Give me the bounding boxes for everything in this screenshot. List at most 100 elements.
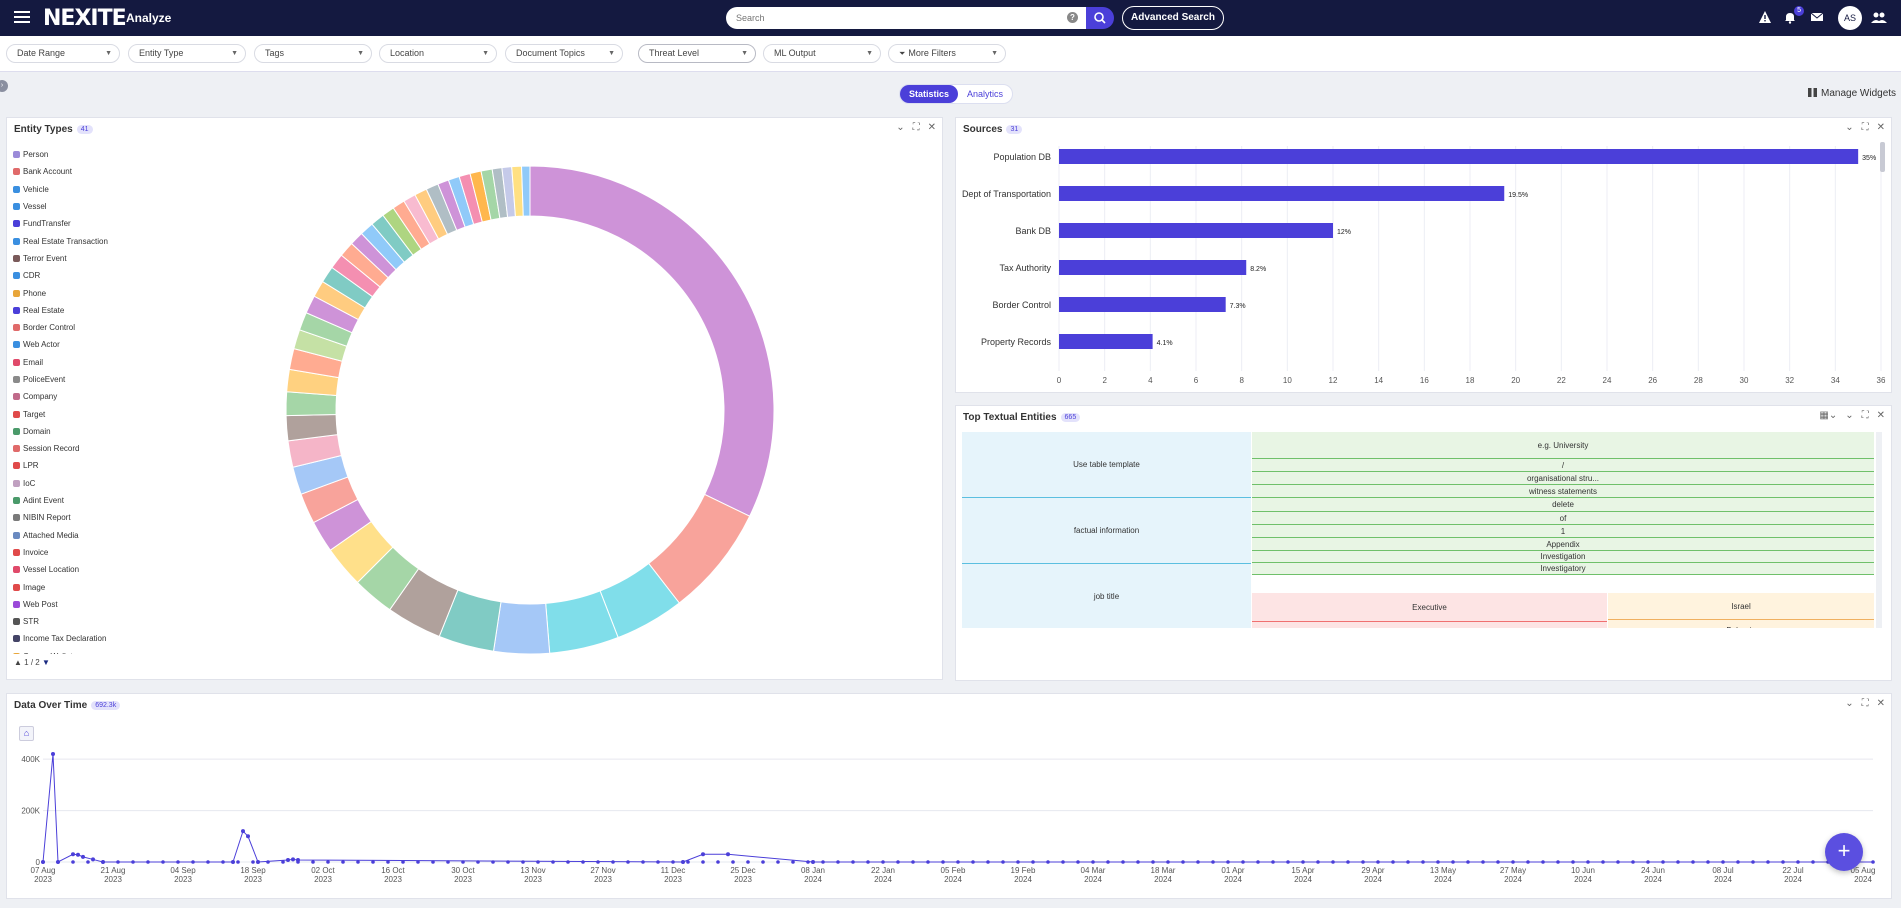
alert-icon[interactable]: [1757, 10, 1773, 26]
scrollbar: [1880, 142, 1885, 172]
legend-item[interactable]: Phone: [13, 284, 163, 301]
entity-cell[interactable]: witness statements: [1252, 485, 1874, 498]
entity-cell[interactable]: 1: [1252, 525, 1874, 538]
entity-cell[interactable]: organisational stru...: [1252, 472, 1874, 485]
legend-item[interactable]: STR: [13, 613, 163, 630]
x-tick-label: 20: [1511, 376, 1520, 385]
legend-item[interactable]: LPR: [13, 457, 163, 474]
filter-tags[interactable]: Tags ▼: [254, 44, 372, 63]
entity-cell[interactable]: factual information: [962, 498, 1251, 564]
entity-cell[interactable]: Appendix: [1252, 538, 1874, 551]
arrow-down-icon[interactable]: ▼: [41, 658, 50, 667]
advanced-search-button[interactable]: Advanced Search: [1122, 6, 1224, 30]
legend-pager[interactable]: ▲ 1 / 2 ▼: [14, 658, 50, 667]
bell-icon[interactable]: 5: [1782, 6, 1804, 26]
legend-item[interactable]: Web Post: [13, 596, 163, 613]
legend-item[interactable]: Invoice: [13, 544, 163, 561]
filter-threat-level[interactable]: Threat Level ▼: [638, 44, 756, 63]
legend-item[interactable]: Vehicle: [13, 181, 163, 198]
entity-cell[interactable]: delete: [1252, 622, 1607, 628]
table-view-icon[interactable]: ▦⌄: [1819, 410, 1838, 421]
legend-item[interactable]: Income Tax Declaration: [13, 630, 163, 647]
entity-type-icon: [13, 358, 20, 366]
legend-item[interactable]: Vessel Location: [13, 561, 163, 578]
close-icon[interactable]: ✕: [1876, 122, 1885, 133]
filter-entity-type[interactable]: Entity Type ▼: [128, 44, 246, 63]
entity-cell[interactable]: delete: [1252, 498, 1874, 512]
legend-item[interactable]: Person: [13, 146, 163, 163]
x-tick-label: 01 Apr: [1221, 866, 1244, 875]
legend-item[interactable]: Domain: [13, 423, 163, 440]
filter-location[interactable]: Location ▼: [379, 44, 497, 63]
add-button[interactable]: +: [1825, 833, 1863, 871]
legend-item[interactable]: Border Control: [13, 319, 163, 336]
entity-cell[interactable]: e.g. University: [1252, 432, 1874, 459]
chevron-down-icon[interactable]: ⌄: [1845, 122, 1854, 133]
menu-icon[interactable]: [14, 11, 30, 25]
legend-item[interactable]: IoC: [13, 475, 163, 492]
legend-item[interactable]: Vessel: [13, 198, 163, 215]
legend-item[interactable]: Real Estate: [13, 302, 163, 319]
expand-icon[interactable]: ⛶: [1861, 410, 1869, 421]
legend-item[interactable]: Target: [13, 405, 163, 422]
avatar[interactable]: AS: [1838, 6, 1862, 30]
y-tick-label: 400K: [21, 755, 40, 764]
tab-analytics[interactable]: Analytics: [967, 89, 1004, 99]
arrow-up-icon[interactable]: ▲: [14, 658, 22, 667]
expand-icon[interactable]: ⛶: [1861, 698, 1869, 709]
legend-item[interactable]: Image: [13, 578, 163, 595]
search-button[interactable]: [1086, 7, 1114, 29]
legend-item[interactable]: Company: [13, 388, 163, 405]
legend-item[interactable]: CDR: [13, 267, 163, 284]
manage-widgets-button[interactable]: Manage Widgets: [1808, 88, 1896, 99]
entity-cell[interactable]: Use table template: [962, 432, 1251, 498]
entity-cell[interactable]: Israel: [1608, 593, 1874, 620]
legend-item[interactable]: PoliceEvent: [13, 371, 163, 388]
scrollbar[interactable]: [1876, 432, 1882, 628]
legend-item[interactable]: NIBIN Report: [13, 509, 163, 526]
data-point: [86, 860, 90, 864]
chevron-down-icon[interactable]: ⌄: [896, 122, 905, 133]
filter-document-topics[interactable]: Document Topics ▼: [505, 44, 623, 63]
legend-item[interactable]: Attached Media: [13, 527, 163, 544]
expand-icon[interactable]: ⛶: [912, 122, 920, 133]
filter-more-filters[interactable]: ⏷ More Filters ▼: [888, 44, 1006, 63]
entity-cell[interactable]: Bulgaria: [1608, 620, 1874, 628]
close-icon[interactable]: ✕: [1876, 410, 1885, 421]
entity-cell[interactable]: of: [1252, 512, 1874, 525]
data-point: [291, 857, 295, 862]
mail-icon[interactable]: [1809, 10, 1825, 26]
legend-item[interactable]: FundTransfer: [13, 215, 163, 232]
chevron-down-icon[interactable]: ⌄: [1845, 698, 1854, 709]
legend-item[interactable]: Web Actor: [13, 336, 163, 353]
x-tick-label: 10: [1283, 376, 1292, 385]
entity-cell[interactable]: /: [1252, 459, 1874, 472]
sidebar-expand-icon[interactable]: ›: [0, 80, 8, 92]
expand-icon[interactable]: ⛶: [1861, 122, 1869, 133]
data-point: [566, 860, 570, 864]
close-icon[interactable]: ✕: [1876, 698, 1885, 709]
entity-cell[interactable]: Investigation: [1252, 551, 1874, 563]
legend-item[interactable]: Bank Account: [13, 163, 163, 180]
filter-ml-output[interactable]: ML Output ▼: [763, 44, 881, 63]
legend-item[interactable]: Adint Event: [13, 492, 163, 509]
close-icon[interactable]: ✕: [927, 122, 936, 133]
search-input[interactable]: [726, 7, 1046, 29]
chevron-down-icon[interactable]: ⌄: [1845, 410, 1854, 421]
entity-type-icon: [13, 531, 20, 539]
legend-item[interactable]: Cyprus Wallet: [13, 648, 163, 654]
entity-cell[interactable]: job title: [962, 564, 1251, 628]
legend-item[interactable]: Real Estate Transaction: [13, 232, 163, 249]
entity-cell[interactable]: Executive: [1252, 593, 1607, 622]
home-icon[interactable]: ⌂: [19, 726, 34, 741]
tab-statistics[interactable]: Statistics: [900, 85, 959, 103]
legend-item[interactable]: Email: [13, 354, 163, 371]
filter-date-range[interactable]: Date Range ▼: [6, 44, 120, 63]
data-point: [681, 860, 685, 864]
legend-item[interactable]: Terror Event: [13, 250, 163, 267]
help-icon[interactable]: ?: [1067, 12, 1078, 23]
x-tick-year: 2024: [1434, 875, 1452, 884]
users-icon[interactable]: [1871, 10, 1887, 26]
legend-item[interactable]: Session Record: [13, 440, 163, 457]
entity-cell[interactable]: Investigatory: [1252, 563, 1874, 575]
